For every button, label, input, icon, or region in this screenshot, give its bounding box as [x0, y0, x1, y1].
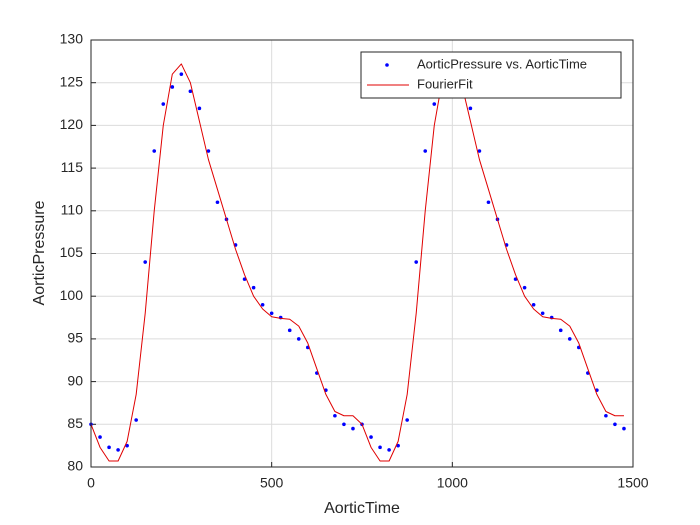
data-point	[567, 337, 572, 341]
data-point	[613, 422, 617, 427]
data-point	[116, 448, 120, 452]
data-point	[107, 445, 111, 450]
x-axis-label: AorticTime	[324, 500, 400, 517]
y-tick-label: 105	[60, 244, 84, 260]
data-point	[378, 445, 382, 450]
data-point	[143, 260, 147, 264]
data-point	[269, 311, 274, 316]
x-tick-label: 0	[87, 475, 95, 491]
data-point	[197, 106, 202, 111]
y-tick-label: 80	[67, 458, 83, 474]
data-point	[287, 328, 292, 333]
legend-marker	[385, 63, 389, 67]
data-point	[522, 285, 527, 290]
data-point	[152, 149, 157, 153]
x-tick-label: 500	[260, 475, 284, 491]
data-point	[188, 89, 193, 94]
data-point	[622, 426, 626, 431]
y-tick-label: 110	[61, 202, 84, 218]
data-point	[179, 72, 184, 76]
data-point	[333, 413, 337, 418]
data-point	[161, 102, 166, 106]
data-point	[125, 443, 129, 448]
legend-box	[360, 51, 622, 99]
data-point	[558, 328, 563, 333]
data-point	[423, 149, 428, 153]
data-point	[170, 85, 175, 89]
y-tick-label: 95	[67, 330, 83, 346]
axes-box	[90, 39, 634, 468]
fit-line	[90, 63, 624, 462]
data-point	[351, 426, 355, 431]
data-point	[251, 285, 256, 290]
legend-label: FourierFit	[417, 76, 473, 91]
data-point	[486, 200, 491, 205]
data-point	[296, 337, 301, 341]
data-point	[134, 418, 138, 422]
data-point	[604, 413, 608, 418]
data-point	[342, 422, 346, 427]
x-tick-label: 1000	[437, 475, 468, 491]
data-point	[396, 443, 400, 448]
data-point	[540, 311, 545, 316]
legend-label: AorticPressure vs. AorticTime	[417, 56, 587, 71]
data-point	[387, 448, 391, 452]
data-point	[369, 435, 373, 439]
data-point	[432, 102, 437, 106]
data-point	[260, 302, 265, 307]
y-tick-label: 120	[60, 116, 84, 132]
data-point	[405, 418, 409, 422]
data-point	[98, 435, 102, 439]
y-tick-label: 90	[67, 372, 83, 388]
y-axis-label: AorticPressure	[31, 200, 48, 305]
y-tick-label: 85	[67, 415, 83, 431]
y-tick-label: 130	[60, 31, 84, 47]
y-tick-label: 125	[60, 73, 84, 89]
data-point	[206, 149, 211, 153]
data-point	[215, 200, 220, 205]
x-tick-label: 1500	[617, 475, 648, 491]
y-tick-label: 100	[60, 287, 84, 303]
data-point	[531, 302, 536, 307]
y-tick-label: 115	[61, 159, 84, 175]
data-point	[414, 260, 419, 264]
data-point	[477, 149, 482, 153]
data-point	[468, 106, 473, 111]
